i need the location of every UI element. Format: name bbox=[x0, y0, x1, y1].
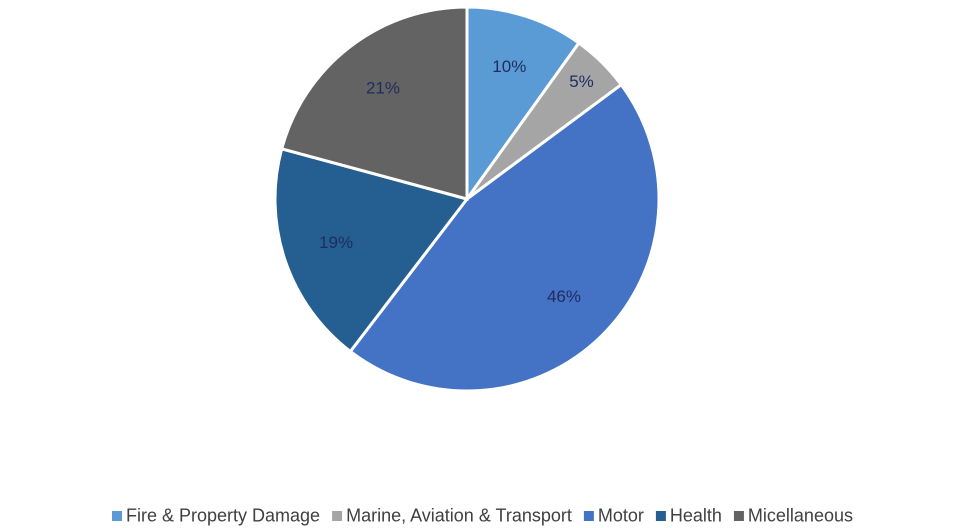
data-label: 19% bbox=[319, 233, 353, 252]
legend-swatch bbox=[583, 511, 594, 521]
pie-slice bbox=[273, 146, 470, 354]
legend-label: Fire & Property Damage bbox=[126, 505, 320, 525]
data-label: 10% bbox=[492, 57, 526, 76]
legend-label: Marine, Aviation & Transport bbox=[346, 505, 572, 525]
pie-slice bbox=[279, 5, 469, 201]
pie-slice bbox=[348, 82, 661, 393]
pie-slice bbox=[465, 5, 581, 204]
data-label: 46% bbox=[547, 287, 581, 306]
legend-swatch bbox=[112, 511, 123, 521]
legend-swatch bbox=[655, 511, 666, 521]
legend-label: Motor bbox=[598, 505, 644, 525]
legend-label: Health bbox=[670, 505, 722, 525]
data-label: 5% bbox=[569, 72, 594, 91]
data-label: 21% bbox=[366, 79, 400, 98]
legend-label: Micellaneous bbox=[748, 505, 853, 525]
legend-swatch bbox=[733, 511, 744, 521]
legend-swatch bbox=[332, 511, 343, 521]
